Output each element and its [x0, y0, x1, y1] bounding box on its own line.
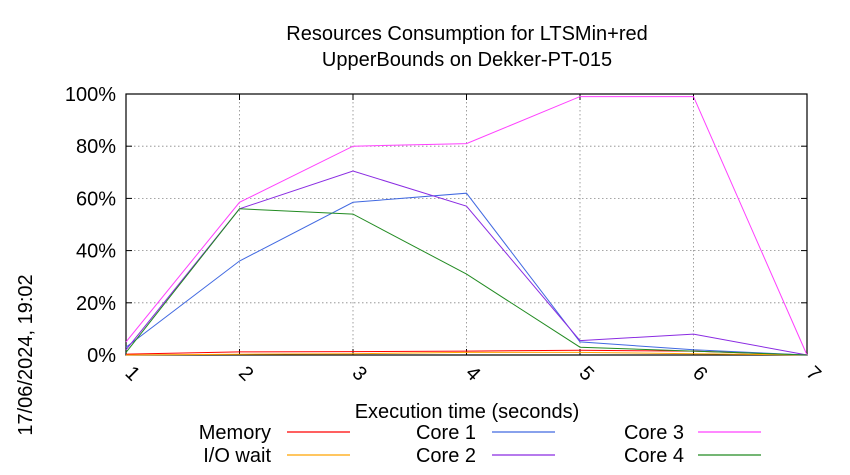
x-tick-label: 7 — [802, 362, 825, 385]
series-line-core-3 — [125, 96, 808, 356]
y-tick-label: 100% — [65, 84, 116, 106]
x-tick-label: 4 — [461, 362, 484, 385]
series-line-i-o-wait — [125, 351, 808, 356]
y-tick-label: 20% — [76, 293, 116, 315]
chart-title-line2: UpperBounds on Dekker-PT-015 — [322, 49, 612, 71]
legend-label: Core 4 — [624, 445, 684, 467]
plot-border — [125, 93, 808, 356]
x-tick-label: 3 — [348, 362, 371, 385]
x-axis-ticks: 1 2 3 4 5 6 7 — [121, 94, 825, 385]
legend-label: Core 3 — [624, 422, 684, 444]
x-tick-label: 1 — [121, 362, 144, 385]
grid-lines — [126, 94, 807, 355]
series-lines — [125, 96, 808, 356]
x-tick-label: 5 — [575, 362, 598, 385]
y-tick-label: 40% — [76, 241, 116, 263]
legend-label: Core 2 — [416, 445, 476, 467]
y-tick-label: 80% — [76, 136, 116, 158]
x-tick-label: 6 — [688, 362, 711, 385]
legend-label: Core 1 — [416, 422, 476, 444]
y-axis-ticks: 0% 20% 40% 60% 80% 100% — [65, 84, 807, 367]
timestamp-label: 17/06/2024, 19:02 — [15, 274, 37, 435]
x-axis-label: Execution time (seconds) — [355, 401, 580, 423]
y-tick-label: 60% — [76, 188, 116, 210]
legend-label: I/O wait — [203, 445, 271, 467]
y-tick-label: 0% — [87, 345, 116, 367]
x-tick-label: 2 — [234, 362, 257, 385]
series-line-core-1 — [125, 192, 808, 356]
series-line-core-4 — [125, 208, 808, 356]
chart-title-line1: Resources Consumption for LTSMin+red — [286, 23, 647, 45]
legend-label: Memory — [199, 422, 271, 444]
